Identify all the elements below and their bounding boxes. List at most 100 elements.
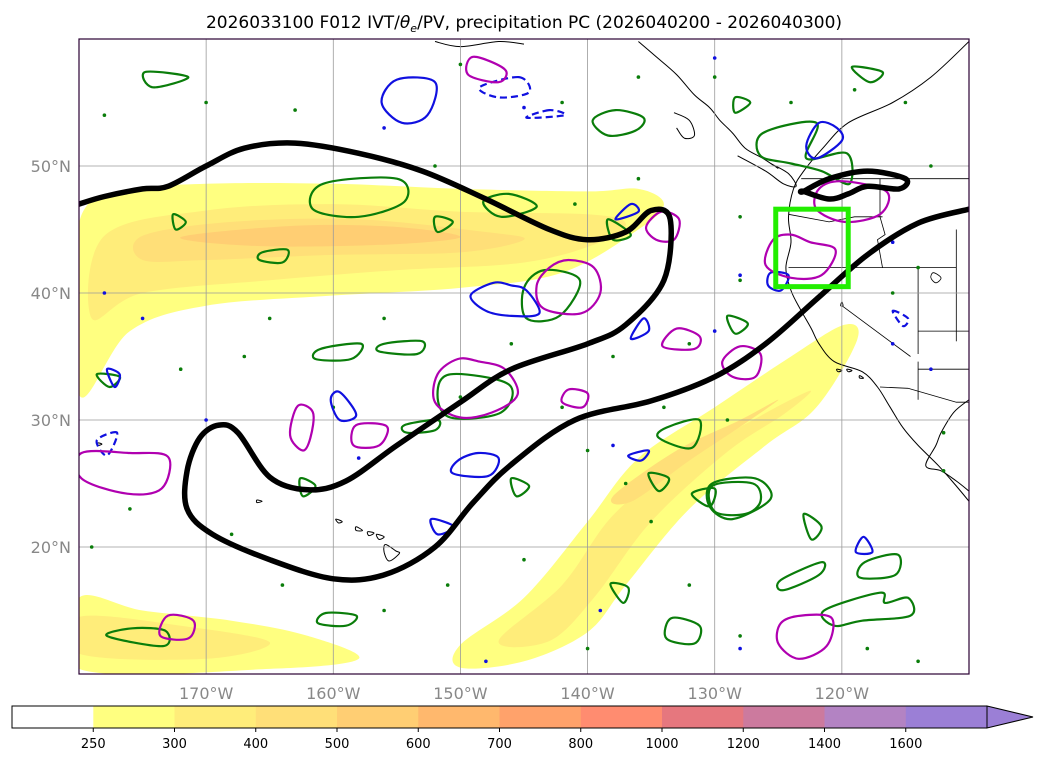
lat-tick-label: 30°N (31, 411, 71, 430)
green-contour-3 (482, 192, 538, 218)
green-contour-9 (591, 108, 646, 137)
green-contour-13 (375, 339, 427, 356)
island-2 (366, 531, 375, 537)
blue-contour-dot (522, 105, 526, 110)
blue-contour-5 (329, 390, 358, 423)
blue-contour-dot (102, 291, 107, 295)
latitude-labels: 50°N 40°N 30°N 20°N (31, 157, 71, 557)
green-contour-dot (204, 100, 208, 105)
green-contour-11 (850, 65, 885, 84)
green-contour-7 (755, 120, 854, 186)
island-3 (354, 526, 364, 532)
green-contour-17 (656, 418, 703, 450)
green-contour-dot (865, 646, 870, 651)
green-contour-8 (707, 480, 763, 517)
lat-tick-label: 40°N (31, 284, 71, 303)
colorbar-bin (418, 706, 501, 728)
green-contour-12 (432, 215, 454, 234)
green-contour-dot (509, 342, 514, 346)
green-contour-14 (311, 342, 364, 362)
green-contour-dot (458, 62, 463, 67)
magenta-contour-4 (79, 449, 172, 496)
blue-contour-7 (629, 317, 651, 341)
green-contour-dot (687, 342, 692, 346)
plot-title: 2026033100 F012 IVT/θe/PV, precipitation… (206, 13, 842, 35)
lon-tick-label: 120°W (815, 684, 870, 703)
green-contour-dot (445, 583, 450, 587)
magenta-contour-7 (775, 613, 835, 660)
colorbar-bin (255, 706, 338, 728)
magenta-contour-6 (721, 344, 763, 381)
green-contour-32 (647, 471, 671, 493)
green-contour-24 (315, 611, 359, 628)
green-contour-27 (105, 626, 171, 648)
colorbar-bin (824, 706, 907, 728)
ivt-north-plume-500 (180, 224, 461, 247)
blue-contour-3 (477, 75, 532, 99)
coastline-6 (737, 155, 797, 188)
green-contour-dot (522, 557, 526, 562)
blue-contour-dot (929, 367, 933, 372)
green-contour-dot (560, 100, 564, 105)
ivt-southwest-plume-300 (79, 615, 270, 660)
magenta-contour-1 (535, 258, 603, 316)
colorbar-bin (499, 706, 582, 728)
colorbar-tick-label: 250 (81, 737, 106, 752)
green-contour-10 (732, 95, 752, 114)
green-contour-19 (820, 591, 916, 628)
colorbar-bin (337, 706, 419, 728)
blue-contour-14 (891, 309, 910, 328)
blue-contour-10 (627, 449, 651, 462)
colorbar-bin (580, 706, 663, 728)
magenta-contour-10 (661, 327, 702, 351)
green-contour-dot (458, 395, 463, 399)
magenta-contour-13 (465, 55, 508, 84)
green-contour-dot (725, 418, 730, 422)
green-contour-4 (605, 218, 632, 242)
blue-contour-dot (484, 659, 488, 664)
green-contour-dot (890, 291, 895, 295)
longitude-labels: 170°W 160°W 150°W 140°W 130°W 120°W (179, 684, 869, 703)
colorbar-tick-label: 1000 (645, 737, 678, 752)
blue-contour-4 (525, 108, 567, 120)
green-contour-dot (852, 88, 857, 92)
coastline-3 (434, 40, 525, 48)
green-contour-dot (929, 164, 933, 168)
highlight-box (773, 206, 851, 290)
map-frame (78, 38, 970, 675)
green-contour-dot (941, 430, 946, 435)
colorbar-tick-label: 1400 (808, 737, 841, 752)
green-contour-dot (585, 448, 590, 453)
green-contour-dot (242, 354, 247, 359)
colorbar-bin (93, 706, 176, 728)
green-contour-dot (903, 100, 908, 105)
magenta-contour-11 (560, 387, 590, 409)
blue-contour-dot (712, 56, 717, 60)
blue-contour-2 (805, 120, 845, 160)
green-contour-22 (663, 616, 703, 646)
magenta-contour-8 (288, 403, 315, 452)
magenta-contour-0 (432, 357, 520, 420)
green-contour-dot (267, 316, 272, 321)
green-contour-dot (789, 100, 793, 105)
lake-0 (930, 272, 942, 284)
magenta-contour-layer (79, 55, 891, 660)
pv-contour-layer (79, 140, 969, 583)
colorbar-tick-label: 1600 (889, 737, 922, 752)
green-contour-dot (738, 634, 742, 638)
island-7 (846, 368, 853, 373)
green-contour-2 (308, 176, 410, 219)
blue-contour-dot (611, 443, 615, 448)
green-contour-dot (229, 532, 234, 537)
green-contour-18 (690, 486, 717, 508)
lon-tick-label: 170°W (179, 684, 234, 703)
green-contour-dot (916, 659, 920, 664)
island-5 (255, 499, 263, 504)
colorbar-bin (174, 706, 257, 728)
colorbar-bin (743, 706, 826, 728)
magenta-contour-12 (350, 422, 389, 449)
colorbar-tick-label: 800 (568, 737, 593, 752)
ivt-shading-layer (79, 182, 859, 674)
green-contour-dot (941, 469, 946, 473)
green-contour-dot (585, 646, 590, 651)
